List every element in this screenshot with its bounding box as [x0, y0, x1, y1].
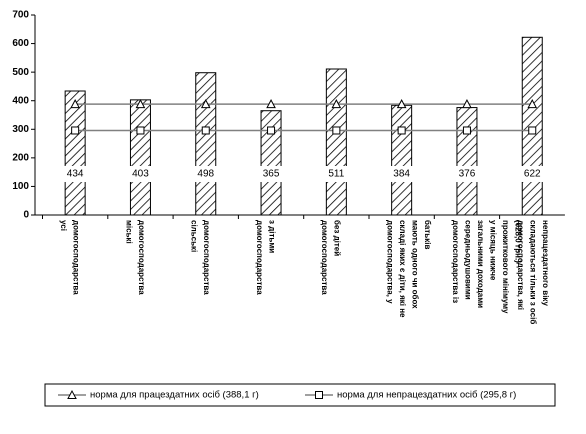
line-marker — [135, 99, 146, 109]
line-marker — [331, 99, 342, 109]
bar — [325, 68, 347, 216]
y-tick-label: 0 — [23, 210, 29, 221]
bar — [260, 110, 282, 216]
value-label-box — [125, 166, 156, 182]
x-tick-label: домогосподарства, у — [386, 220, 395, 304]
value-label-box — [256, 166, 287, 182]
line-marker — [528, 126, 537, 135]
x-tick-label: з дітьми — [267, 220, 276, 253]
x-tick-label: середньодушовими — [463, 220, 472, 300]
line-marker — [266, 99, 276, 109]
value-label: 365 — [263, 169, 280, 180]
bar — [195, 72, 217, 216]
legend-box — [44, 383, 556, 407]
line-marker — [527, 99, 538, 109]
x-tick-label: складі яких є діти, які не — [398, 220, 407, 318]
value-label: 376 — [459, 169, 476, 180]
value-label-box — [386, 166, 417, 182]
bar — [456, 107, 478, 216]
x-tick-label: складаються тільки з осіб — [529, 220, 538, 324]
line-marker — [267, 126, 276, 135]
y-tick-label: 400 — [12, 95, 29, 106]
value-label: 622 — [524, 169, 541, 180]
line-marker — [396, 99, 407, 109]
x-tick-label: домогосподарства — [137, 220, 146, 295]
x-tick-label: батьків — [423, 220, 432, 249]
value-label: 511 — [328, 169, 344, 180]
y-tick-label: 700 — [12, 10, 29, 21]
bar — [64, 90, 86, 216]
y-tick-label: 300 — [12, 124, 29, 135]
x-tick-label: загальними доходами — [476, 220, 485, 308]
value-label-box — [321, 166, 352, 182]
line-marker — [332, 126, 341, 135]
bar — [521, 36, 543, 216]
value-label: 498 — [197, 169, 214, 180]
value-label: 434 — [67, 169, 84, 180]
legend-label: норма для працездатних осіб (388,1 г) — [90, 390, 259, 401]
x-tick-label: непрацездатного віку — [541, 220, 550, 306]
value-label: 384 — [393, 169, 410, 180]
x-tick-label: домогосподарства — [72, 220, 81, 295]
x-tick-label: домогосподарства — [202, 220, 211, 295]
line-marker — [397, 126, 406, 135]
value-label-box — [190, 166, 221, 182]
line-marker — [315, 391, 323, 399]
x-tick-label: (628,0 грн.) — [513, 220, 522, 263]
x-tick-label: домогосподарства — [320, 220, 329, 295]
legend-label: норма для непрацездатних осіб (295,8 г) — [337, 390, 516, 401]
x-tick-label: домогосподарства із — [451, 220, 460, 303]
x-tick-label: домогосподарства — [255, 220, 264, 295]
x-tick-label: прожиткового мінімуму — [501, 220, 510, 314]
value-label-box — [451, 166, 482, 182]
y-tick-label: 100 — [12, 181, 29, 192]
line-marker — [136, 126, 145, 135]
y-tick-label: 500 — [12, 67, 29, 78]
value-label: 403 — [132, 169, 149, 180]
x-tick-label: у місяць нижче — [488, 220, 497, 281]
y-tick-label: 600 — [12, 38, 29, 49]
x-tick-label: домогосподарства, які — [516, 220, 525, 310]
x-tick-label: усі — [59, 220, 68, 231]
bar — [129, 99, 151, 216]
bar — [391, 104, 413, 216]
line-marker — [200, 99, 211, 109]
line-marker — [462, 99, 472, 109]
value-label-box — [60, 166, 91, 182]
x-tick-label: міські — [124, 220, 133, 244]
line-marker — [462, 126, 471, 135]
x-tick-label: сільські — [190, 220, 199, 252]
line-marker — [201, 126, 210, 135]
y-tick-label: 200 — [12, 152, 29, 163]
x-tick-label: мають одного чи обох — [411, 220, 420, 309]
line-marker — [71, 126, 80, 135]
value-label-box — [517, 166, 548, 182]
x-tick-label: без дітей — [333, 220, 342, 256]
line-marker — [70, 99, 80, 109]
line-marker — [67, 389, 77, 399]
